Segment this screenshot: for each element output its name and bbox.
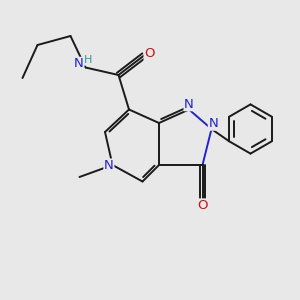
Text: N: N <box>208 117 218 130</box>
Text: N: N <box>104 159 114 172</box>
Text: O: O <box>197 199 208 212</box>
Text: O: O <box>144 47 155 61</box>
Text: N: N <box>74 57 84 70</box>
Text: H: H <box>84 55 92 65</box>
Text: N: N <box>184 98 194 111</box>
